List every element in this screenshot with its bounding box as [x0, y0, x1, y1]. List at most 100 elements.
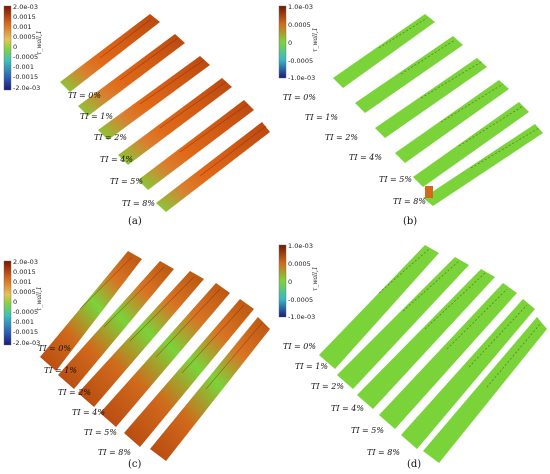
- cb-tick-0: 1.0e-03: [288, 242, 313, 250]
- blade-strip: [401, 299, 535, 449]
- blade-strip: [423, 317, 547, 463]
- panel-c: 2.0e-03 0.0015 0.001 0.0005 0 -0.0005 -0…: [0, 237, 275, 474]
- ti-label: TI = 8%: [367, 448, 400, 457]
- colorbar: [278, 5, 287, 79]
- panel-c-figure: 2.0e-03 0.0015 0.001 0.0005 0 -0.0005 -0…: [3, 251, 270, 461]
- cb-tick-7: -0.0015: [13, 73, 38, 81]
- colorbar-ticks: 1.0e-03 0.0005 0 -0.0005 -1.0e-03: [288, 3, 315, 82]
- colorbar: [278, 244, 287, 318]
- ti-label: TI = 2%: [311, 382, 344, 391]
- blade-strip: [357, 269, 495, 409]
- cb-tick-0: 2.0e-03: [13, 258, 38, 266]
- cb-tick-0: 2.0e-03: [13, 3, 38, 11]
- ti-label: TI = 4%: [331, 404, 364, 413]
- ti-label: TI = 5%: [379, 175, 412, 184]
- blade-strip: [319, 245, 439, 369]
- blade-strip: [40, 251, 142, 371]
- blade-strip: [100, 283, 230, 427]
- ti-label: TI = 0%: [38, 344, 71, 353]
- cb-tick-2: 0.001: [13, 278, 32, 286]
- cb-tick-3: 0.0005: [13, 33, 36, 41]
- blade-strip: [355, 36, 463, 113]
- cb-tick-4: 0: [13, 298, 17, 306]
- ti-label: TI = 8%: [393, 197, 426, 206]
- leading-edge-patch: [425, 186, 433, 198]
- blade-strip: [413, 102, 529, 187]
- ti-label: TI = 8%: [122, 199, 155, 208]
- ti-label: TI = 1%: [305, 113, 338, 122]
- cb-tick-6: -0.001: [13, 63, 34, 71]
- colorbar-label: τ_wall,1: [312, 27, 319, 52]
- cb-tick-1: 0.0015: [13, 268, 36, 276]
- blade-strips: [333, 14, 543, 206]
- blade-strip: [333, 14, 435, 88]
- ti-label: TI = 5%: [110, 177, 143, 186]
- ti-label: TI = 5%: [351, 426, 384, 435]
- ti-label: TI = 8%: [98, 448, 131, 457]
- cb-tick-5: -0.0005: [13, 308, 38, 316]
- cb-tick-1: 0.0005: [288, 260, 311, 268]
- cb-tick-7: -0.0015: [13, 328, 38, 336]
- caption: (d): [407, 459, 422, 470]
- ti-label: TI = 5%: [84, 428, 117, 437]
- cb-tick-3: -0.0005: [288, 296, 313, 304]
- streak-texture: [99, 19, 267, 177]
- ti-label: TI = 0%: [283, 93, 316, 102]
- blade-strip: [124, 299, 254, 447]
- cb-tick-4: 0: [13, 43, 17, 51]
- colorbar-ticks: 1.0e-03 0.0005 0 -0.0005 -1.0e-03: [288, 242, 315, 321]
- caption: (b): [403, 216, 418, 227]
- panel-b-figure: 1.0e-03 0.0005 0 -0.0005 -1.0e-03 τ_wall…: [278, 3, 543, 206]
- blade-strip: [138, 100, 254, 190]
- blade-strips: [319, 245, 547, 463]
- cb-tick-3: -0.0005: [288, 57, 313, 65]
- caption: (a): [128, 216, 142, 227]
- ti-label: TI = 1%: [80, 112, 113, 121]
- blade-strip: [60, 14, 160, 92]
- blade-strip: [118, 78, 232, 165]
- blade-strip: [379, 283, 517, 429]
- colorbar: [3, 260, 12, 346]
- blade-strip: [58, 261, 174, 389]
- panel-a: 2.0e-03 0.0015 0.001 0.0005 0 -0.0005 -0…: [0, 0, 275, 237]
- blade-strip: [78, 271, 204, 407]
- ti-label: TI = 0%: [68, 91, 101, 100]
- colorbar-ticks: 2.0e-03 0.0015 0.001 0.0005 0 -0.0005 -0…: [13, 258, 40, 347]
- cb-tick-6: -0.001: [13, 318, 34, 326]
- blade-strips: [40, 251, 270, 461]
- cb-tick-3: 0.0005: [13, 288, 36, 296]
- blade-strip: [395, 80, 509, 163]
- blade-strip: [375, 58, 487, 138]
- panel-d-figure: 1.0e-03 0.0005 0 -0.0005 -1.0e-03 τ_wall…: [278, 242, 547, 463]
- colorbar-ticks: 2.0e-03 0.0015 0.001 0.0005 0 -0.0005 -0…: [13, 3, 40, 92]
- cb-tick-1: 0.0005: [288, 21, 311, 29]
- ti-label: TI = 2%: [94, 133, 127, 142]
- colorbar: [3, 5, 12, 91]
- cb-tick-8: -2.0e-03: [13, 84, 40, 92]
- speckle-texture: [378, 17, 540, 169]
- panel-a-figure: 2.0e-03 0.0015 0.001 0.0005 0 -0.0005 -0…: [3, 3, 270, 212]
- ti-label: TI = 2%: [325, 133, 358, 142]
- cb-tick-1: 0.0015: [13, 13, 36, 21]
- blade-strip: [423, 124, 543, 206]
- ti-label: TI = 4%: [100, 155, 133, 164]
- colorbar-label: τ_wall,1: [36, 286, 43, 311]
- cb-tick-2: 0: [288, 39, 292, 47]
- blade-strip: [98, 56, 210, 140]
- ti-label: TI = 1%: [295, 362, 328, 371]
- ti-label: TI = 4%: [349, 153, 382, 162]
- cb-tick-0: 1.0e-03: [288, 3, 313, 11]
- cb-tick-4: -1.0e-03: [288, 74, 315, 82]
- panel-d: 1.0e-03 0.0005 0 -0.0005 -1.0e-03 τ_wall…: [275, 237, 550, 474]
- cb-tick-2: 0: [288, 278, 292, 286]
- blade-strip: [78, 34, 185, 116]
- colorbar-label: τ_wall,1: [312, 266, 319, 291]
- blade-strip: [337, 257, 469, 389]
- speckle-texture: [378, 248, 542, 388]
- panel-b: 1.0e-03 0.0005 0 -0.0005 -1.0e-03 τ_wall…: [275, 0, 550, 237]
- ti-label: TI = 1%: [44, 366, 77, 375]
- ti-label: TI = 2%: [58, 388, 91, 397]
- caption: (c): [128, 459, 142, 470]
- ti-label: TI = 4%: [72, 408, 105, 417]
- cb-tick-4: -1.0e-03: [288, 313, 315, 321]
